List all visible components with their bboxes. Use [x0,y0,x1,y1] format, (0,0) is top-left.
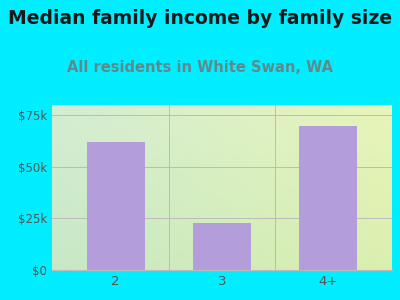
Text: Median family income by family size: Median family income by family size [8,9,392,28]
Text: All residents in White Swan, WA: All residents in White Swan, WA [67,60,333,75]
Bar [193,223,251,270]
Bar [299,126,358,270]
Bar [86,142,145,270]
